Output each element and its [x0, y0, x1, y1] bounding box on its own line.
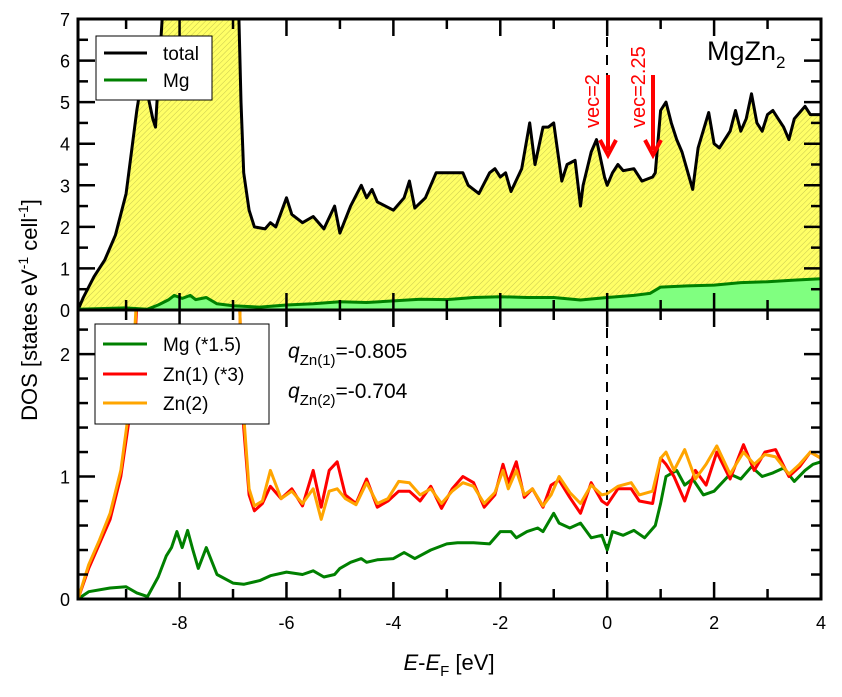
y-tick-label-top: 1: [60, 259, 70, 279]
y-tick-label-top: 0: [60, 301, 70, 321]
total-dos-line: [78, 19, 821, 310]
legend-label-total: total: [163, 44, 199, 65]
vec2-label: vec=2: [582, 74, 604, 128]
vec225-label: vec=2.25: [628, 46, 650, 128]
mg-dos-fill: [78, 278, 821, 310]
x-tick-label: 2: [709, 613, 719, 633]
legend-label-mg: Mg: [163, 71, 189, 92]
legend-label-zn2: Zn(2): [163, 394, 208, 415]
mg-scaled-pdos-line: [78, 460, 821, 599]
bottom-legend: Mg (*1.5) Zn(1) (*3) Zn(2): [94, 323, 270, 425]
charge-zn2: qZn(2)=-0.704: [288, 380, 408, 409]
y-tick-label-top: 6: [60, 52, 70, 72]
y-tick-label-top: 7: [60, 10, 70, 30]
chart-title: MgZn2: [707, 36, 786, 72]
y-tick-label-top: 4: [60, 135, 70, 155]
zn2-pdos-line: [78, 310, 821, 599]
vec225-arrowhead: [643, 139, 663, 160]
x-tick-label: -8: [172, 613, 188, 633]
total-dos-fill: [78, 19, 821, 310]
top-legend: total Mg: [95, 35, 213, 101]
legend-label-zn1: Zn(1) (*3): [163, 365, 244, 386]
x-tick-label: -6: [278, 613, 294, 633]
legend-label-mg-scaled: Mg (*1.5): [163, 335, 241, 356]
x-tick-label: 0: [602, 613, 612, 633]
x-tick-label: -4: [385, 613, 401, 633]
vec2-arrowhead: [598, 139, 618, 160]
y-tick-label-bottom: 1: [60, 468, 70, 488]
charge-zn1: qZn(1)=-0.805: [288, 340, 407, 369]
y-tick-label-top: 3: [60, 176, 70, 196]
x-tick-label: -2: [492, 613, 508, 633]
x-axis-label: E-EF [eV]: [403, 650, 494, 680]
x-tick-label: 4: [816, 613, 826, 633]
bottom-panel: [78, 19, 821, 599]
y-tick-label-bottom: 2: [60, 345, 70, 365]
y-tick-label-bottom: 0: [60, 590, 70, 610]
y-tick-label-top: 2: [60, 218, 70, 238]
y-tick-label-top: 5: [60, 93, 70, 113]
vec-annotations: vec=2 vec=2.25: [582, 46, 663, 160]
y-axis-label: DOS [states eV-1 cell-1]: [15, 199, 42, 421]
